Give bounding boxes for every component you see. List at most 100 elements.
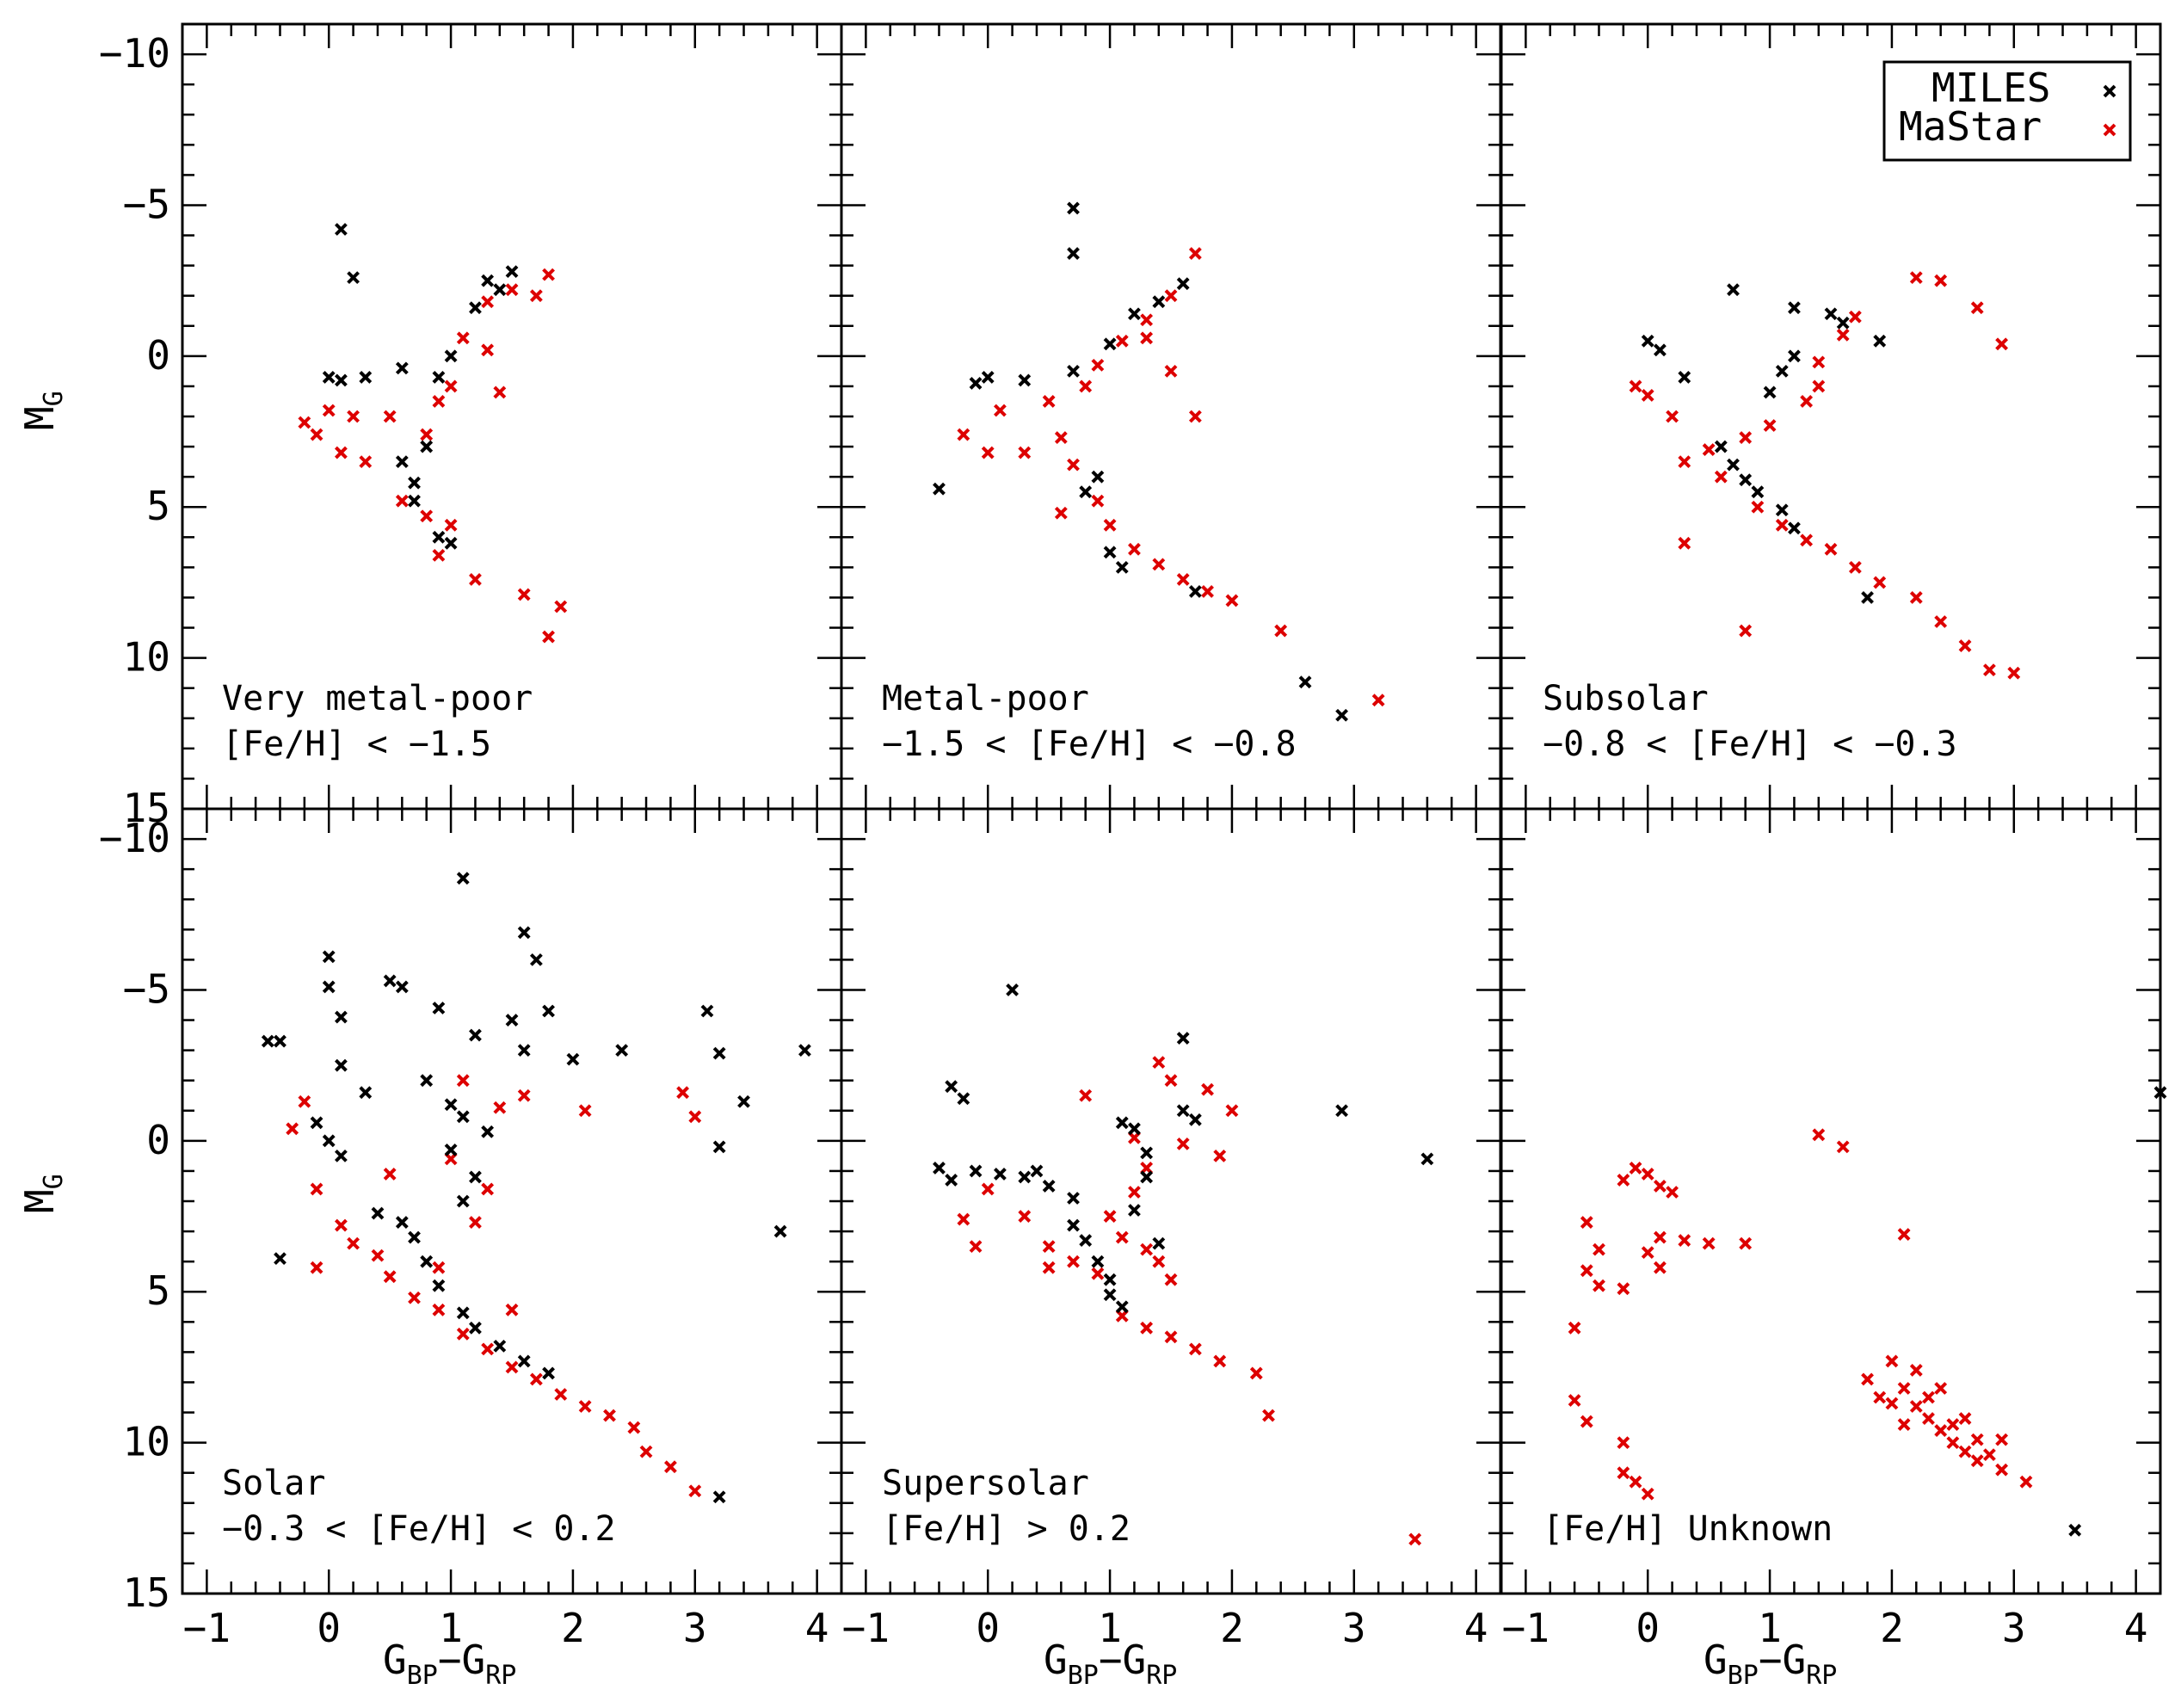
mastar-point	[1580, 1264, 1593, 1278]
mastar-point	[1371, 694, 1385, 707]
miles-point	[1824, 307, 1838, 321]
miles-point	[1079, 1234, 1093, 1248]
panel-label-supersolar: Supersolar	[882, 1464, 1089, 1503]
mastar-point	[1982, 1448, 1996, 1462]
mastar-point	[383, 1168, 397, 1181]
miles-point	[945, 1174, 958, 1187]
mastar-point	[1164, 289, 1178, 303]
mastar-point	[1824, 542, 1838, 556]
mastar-point	[981, 1182, 995, 1196]
mastar-point	[1641, 389, 1654, 402]
mastar-point	[1641, 1487, 1654, 1501]
panel-frame	[1500, 807, 2162, 1595]
miles-point	[712, 1490, 726, 1504]
mastar-point	[1641, 1168, 1654, 1181]
mastar-point	[688, 1484, 702, 1498]
panel-label-very-metal-poor: Very metal-poor	[222, 679, 533, 718]
miles-point	[395, 361, 409, 375]
mastar-point	[1958, 639, 1972, 652]
mastar-point	[1042, 1240, 1056, 1254]
miles-point	[1788, 349, 1801, 363]
mastar-point	[1946, 1436, 1960, 1450]
miles-point	[969, 1164, 983, 1178]
mastar-point	[2007, 666, 2021, 680]
miles-point	[517, 1354, 531, 1368]
mastar-point	[1836, 1140, 1850, 1154]
panel-sublabel-metal-poor: −1.5 < [Fe/H] < −0.8	[882, 725, 1297, 764]
mastar-point	[481, 343, 495, 357]
mastar-point	[347, 1236, 360, 1250]
miles-point	[1714, 440, 1728, 453]
miles-point	[529, 953, 543, 966]
mastar-point	[1580, 1415, 1593, 1428]
miles-point	[1873, 334, 1887, 348]
mastar-point	[542, 630, 555, 644]
mastar-point	[505, 283, 519, 297]
miles-point	[1079, 485, 1093, 499]
mastar-point	[1103, 1210, 1117, 1223]
mastar-point	[1054, 506, 1068, 520]
miles-point	[1775, 364, 1789, 378]
miles-point	[456, 1306, 470, 1320]
mastar-point	[432, 1261, 446, 1274]
miles-point	[957, 1092, 970, 1106]
miles-point	[505, 1014, 519, 1027]
mastar-point	[505, 1360, 519, 1374]
miles-point	[493, 283, 507, 297]
mastar-point	[1617, 1436, 1630, 1450]
miles-point	[542, 1366, 555, 1380]
mastar-point	[1115, 334, 1129, 348]
miles-point	[566, 1052, 580, 1066]
mastar-point	[1262, 1409, 1275, 1422]
miles-point	[395, 1216, 409, 1229]
mastar-point	[1140, 1321, 1154, 1335]
y-axis-title-bottom: MG	[16, 1174, 69, 1213]
mastar-point	[1164, 1330, 1178, 1344]
miles-point	[712, 1046, 726, 1060]
mastar-point	[957, 1212, 970, 1226]
x-tick-label: −1	[183, 1605, 231, 1651]
mastar-point	[688, 1110, 702, 1124]
miles-point	[945, 1080, 958, 1094]
miles-point	[798, 1044, 811, 1057]
panel-label-unknown: [Fe/H] Unknown	[1543, 1509, 1833, 1549]
miles-point	[1739, 473, 1753, 487]
mastar-point	[469, 1216, 482, 1229]
y-tick-label: 15	[123, 785, 170, 831]
mastar-point	[1885, 1397, 1899, 1410]
mastar-point	[1739, 624, 1753, 638]
x-tick-label: 1	[1758, 1605, 1782, 1651]
mastar-point	[1629, 1162, 1642, 1175]
miles-point	[1176, 1032, 1190, 1045]
miles-point	[1018, 1170, 1032, 1184]
mastar-point	[1188, 410, 1202, 423]
mastar-point	[957, 428, 970, 441]
miles-point	[481, 1125, 495, 1138]
x-tick-label: 0	[317, 1605, 341, 1651]
miles-point	[408, 494, 421, 508]
mastar-point	[1140, 313, 1154, 327]
miles-point	[481, 274, 495, 287]
mastar-point	[310, 428, 323, 441]
mastar-point	[1946, 1418, 1960, 1431]
y-tick-label: 5	[146, 483, 170, 529]
mastar-point	[1897, 1382, 1911, 1395]
mastar-point	[969, 1240, 983, 1254]
mastar-point	[554, 600, 568, 614]
miles-point	[981, 370, 995, 384]
mastar-point	[1042, 1261, 1056, 1274]
x-axis-title-left: GBP−GRP	[383, 1637, 516, 1691]
mastar-point	[1909, 271, 1923, 285]
miles-point	[444, 536, 458, 550]
mastar-point	[1201, 1082, 1214, 1096]
mastar-point	[578, 1104, 592, 1118]
miles-point	[542, 1004, 555, 1018]
mastar-point	[1739, 1236, 1753, 1250]
legend-label-mastar: MaStar	[1899, 103, 2042, 150]
mastar-point	[1617, 1282, 1630, 1296]
legend: MILES MaStar	[1882, 60, 2132, 162]
miles-point	[1115, 1116, 1129, 1130]
mastar-point	[395, 494, 409, 508]
x-tick-label: 3	[2002, 1605, 2026, 1651]
miles-point	[408, 476, 421, 490]
